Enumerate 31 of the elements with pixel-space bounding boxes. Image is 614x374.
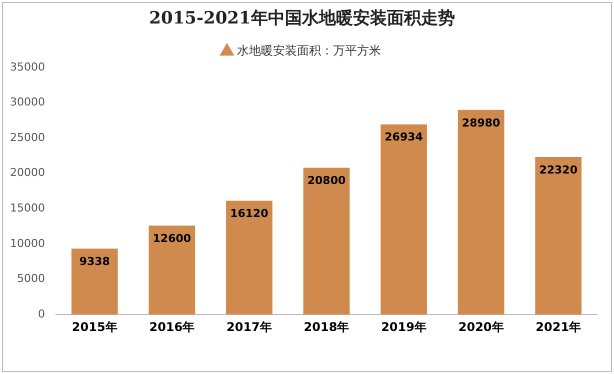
data-label: 28980 [462,116,501,130]
legend-label: 水地暖安装面积：万平方米 [237,44,381,58]
bar [535,156,582,315]
data-label: 12600 [152,232,192,245]
y-tick-label: 5000 [16,272,45,286]
x-tick-label: 2021年 [536,320,582,334]
bar [303,168,350,315]
bar [148,226,196,315]
data-label: 26934 [384,130,424,144]
data-label: 16120 [230,207,269,220]
data-label: 20800 [307,174,346,188]
x-tick-label: 2018年 [304,320,350,334]
bar [380,124,427,315]
x-tick-label: 2016年 [149,320,195,334]
y-tick-label: 0 [38,307,45,320]
y-tick-label: 15000 [10,202,45,215]
bar [226,200,272,315]
chart-title: 2015-2021年中国水地暖安装面积走势 [149,8,455,29]
y-tick-label: 20000 [10,166,45,180]
x-tick-label: 2019年 [381,320,426,334]
bar [71,248,118,315]
x-tick-label: 2020年 [458,320,504,334]
y-tick-label: 10000 [10,236,45,250]
y-tick-label: 25000 [10,130,45,144]
data-label: 22320 [539,163,578,176]
bar [458,110,504,315]
x-tick-label: 2015年 [72,320,118,334]
y-tick-label: 35000 [10,60,45,74]
data-label: 9338 [79,255,110,268]
y-tick-label: 30000 [10,96,45,109]
x-tick-label: 2017年 [226,320,272,334]
